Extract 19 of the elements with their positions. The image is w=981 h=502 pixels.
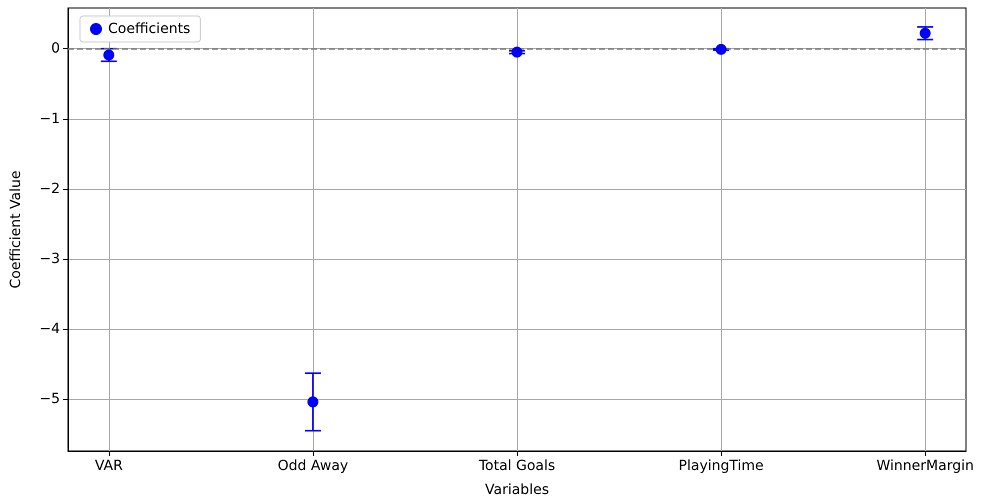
point	[920, 28, 931, 39]
legend-label: Coefficients	[108, 21, 190, 37]
y-tick-label: −3	[39, 250, 60, 267]
x-tick-label: PlayingTime	[678, 458, 764, 474]
y-tick-label: −2	[39, 180, 60, 197]
x-axis-title: Variables	[485, 482, 549, 498]
x-tick-label: Odd Away	[278, 458, 348, 474]
x-tick-label: Total Goals	[478, 458, 556, 474]
y-axis-title: Coefficient Value	[8, 170, 24, 288]
y-tick-label: 0	[51, 40, 60, 57]
y-tick-label: −4	[39, 321, 60, 338]
point	[716, 44, 727, 55]
y-tick-label: −1	[39, 110, 60, 127]
x-tick-label: VAR	[94, 458, 124, 474]
y-tick-label: −5	[39, 391, 60, 408]
point	[307, 396, 318, 408]
point	[103, 49, 114, 60]
point	[512, 46, 522, 58]
x-tick-label: WinnerMargin	[876, 458, 974, 474]
